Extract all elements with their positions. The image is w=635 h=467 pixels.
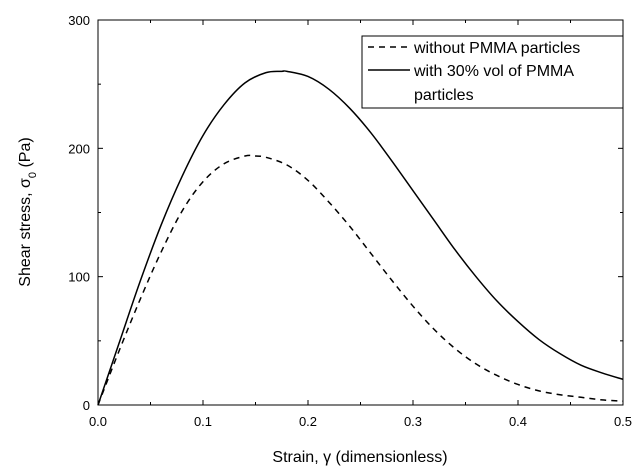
- x-axis-title: Strain, γ (dimensionless): [272, 449, 447, 466]
- series-layer: [97, 70, 624, 406]
- y-tick-label: 100: [68, 270, 90, 285]
- legend: without PMMA particles with 30% vol of P…: [361, 35, 624, 109]
- x-tick-label: 0.0: [89, 414, 107, 429]
- x-tick-label: 0.2: [299, 414, 317, 429]
- y-tick-label: 300: [68, 13, 90, 28]
- x-tick-label: 0.1: [194, 414, 212, 429]
- y-tick-label: 200: [68, 141, 90, 156]
- series-line-without-pmma: [97, 154, 624, 406]
- legend-label-with-pmma-line2: particles: [414, 87, 474, 104]
- y-tick-label: 0: [83, 398, 90, 413]
- x-tick-label: 0.5: [614, 414, 632, 429]
- legend-label-with-pmma: with 30% vol of PMMA: [413, 63, 574, 80]
- legend-box: [361, 35, 624, 109]
- x-tick-label: 0.3: [404, 414, 422, 429]
- legend-label-without-pmma: without PMMA particles: [413, 40, 580, 57]
- axis-ticks: 0.0 0.1 0.2 0.3 0.4 0.5 0 100 200 300: [68, 13, 632, 429]
- x-tick-label: 0.4: [509, 414, 527, 429]
- series-line-with-pmma: [97, 70, 624, 406]
- y-axis-title: Shear stress, σ0 (Pa): [17, 137, 39, 286]
